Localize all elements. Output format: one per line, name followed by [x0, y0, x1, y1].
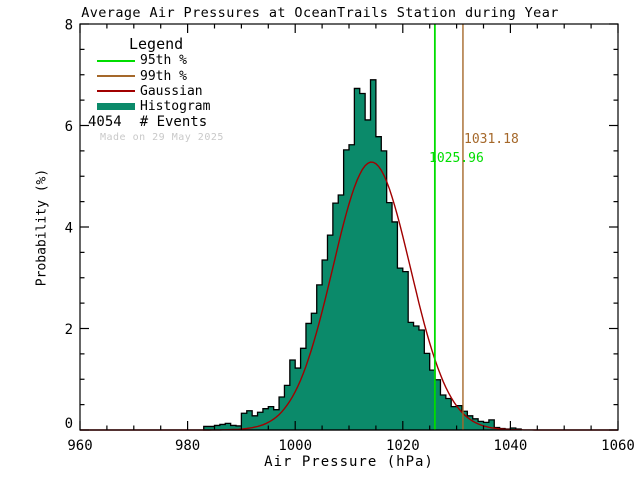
legend-line-sample	[97, 90, 135, 93]
y-tick-label: 6	[65, 119, 73, 135]
chart-title: Average Air Pressures at OceanTrails Sta…	[81, 5, 559, 21]
legend-item-99th-: 99th %	[88, 68, 258, 84]
legend-item-label: Histogram	[140, 99, 211, 115]
x-tick-label: 1000	[278, 438, 312, 454]
legend-header: Legend	[129, 35, 184, 53]
legend-item-histogram: Histogram	[88, 99, 258, 114]
legend-item-label: 95th %	[140, 53, 187, 69]
y-tick-label: 4	[65, 221, 73, 237]
x-tick-label: 1040	[494, 438, 528, 454]
legend-swatch	[97, 103, 135, 111]
legend-events-row: 4054 # Events	[88, 114, 258, 131]
legend-item-gaussian: Gaussian	[88, 84, 258, 99]
y-tick-label: 2	[65, 322, 73, 338]
watermark: Made on 29 May 2025	[100, 131, 224, 143]
histogram-shape	[203, 79, 522, 431]
events-label: # Events	[139, 114, 208, 131]
legend-item-label: Gaussian	[140, 83, 203, 99]
legend-rows: 95th % 99th % Gaussian Histogram	[88, 53, 258, 115]
legend-line-sample	[97, 59, 135, 62]
legend-item-label: 99th %	[140, 68, 187, 84]
p95-value-label: 1025.96	[429, 151, 484, 166]
x-tick-label: 980	[175, 438, 200, 454]
x-tick-label: 960	[67, 438, 92, 454]
y-tick-label: 0	[65, 416, 73, 432]
y-tick-label: 8	[65, 18, 73, 34]
x-tick-label: 1060	[601, 438, 635, 454]
y-axis-title: Probability (%)	[34, 168, 50, 287]
x-axis-title: Air Pressure (hPa)	[264, 454, 434, 470]
events-count: 4054	[88, 114, 122, 131]
legend-line-sample	[97, 75, 135, 78]
p99-value-label: 1031.18	[464, 132, 519, 147]
x-tick-label: 1020	[386, 438, 420, 454]
legend-item-95th-: 95th %	[88, 53, 258, 68]
legend: Legend 95th % 99th % Gaussian Histogram 405…	[88, 35, 258, 143]
